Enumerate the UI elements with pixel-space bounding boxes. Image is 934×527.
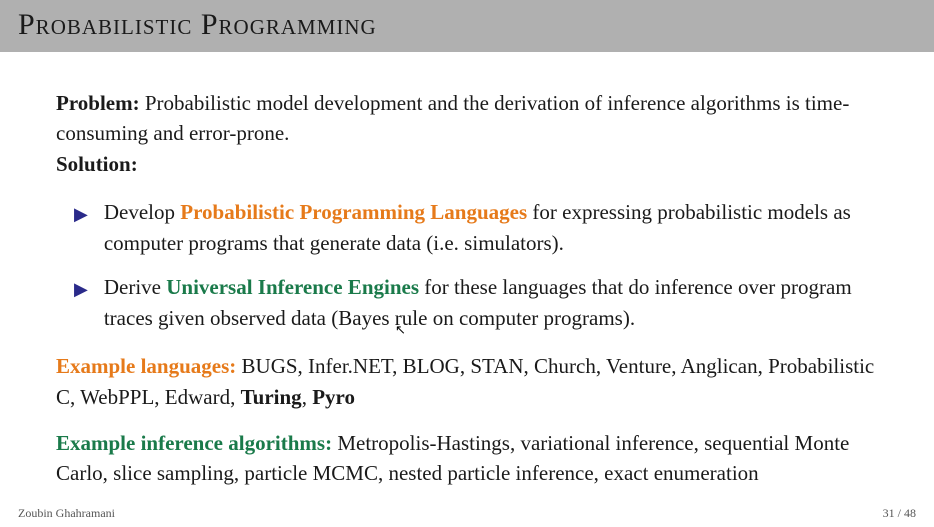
bullet-item: ▶ Derive Universal Inference Engines for…: [74, 272, 878, 333]
footer-page: 31 / 48: [883, 506, 916, 521]
bullet-item: ▶ Develop Probabilistic Programming Lang…: [74, 197, 878, 258]
example-algorithms-label: Example inference algorithms:: [56, 431, 332, 455]
bullet-list: ▶ Develop Probabilistic Programming Lang…: [56, 197, 878, 333]
solution-label: Solution:: [56, 152, 138, 176]
bullet-text: Derive Universal Inference Engines for t…: [104, 272, 878, 333]
bullet-pre: Develop: [104, 200, 180, 224]
example-languages-bold2: Pyro: [312, 385, 355, 409]
example-languages-mid: ,: [302, 385, 313, 409]
triangle-bullet-icon: ▶: [74, 201, 88, 227]
slide-content: Problem: Probabilistic model development…: [0, 52, 934, 489]
example-languages-label: Example languages:: [56, 354, 236, 378]
bullet-highlight: Probabilistic Programming Languages: [180, 200, 527, 224]
problem-label: Problem:: [56, 91, 140, 115]
example-languages-bold1: Turing: [241, 385, 302, 409]
triangle-bullet-icon: ▶: [74, 276, 88, 302]
slide-title: Probabilistic Programming: [0, 0, 934, 52]
example-algorithms-block: Example inference algorithms: Metropolis…: [56, 428, 878, 489]
bullet-text: Develop Probabilistic Programming Langua…: [104, 197, 878, 258]
problem-text: Probabilistic model development and the …: [56, 91, 849, 145]
slide-footer: Zoubin Ghahramani 31 / 48: [18, 506, 916, 521]
bullet-highlight: Universal Inference Engines: [166, 275, 419, 299]
problem-solution-block: Problem: Probabilistic model development…: [56, 88, 878, 179]
footer-author: Zoubin Ghahramani: [18, 506, 115, 521]
bullet-pre: Derive: [104, 275, 166, 299]
example-languages-block: Example languages: BUGS, Infer.NET, BLOG…: [56, 351, 878, 412]
